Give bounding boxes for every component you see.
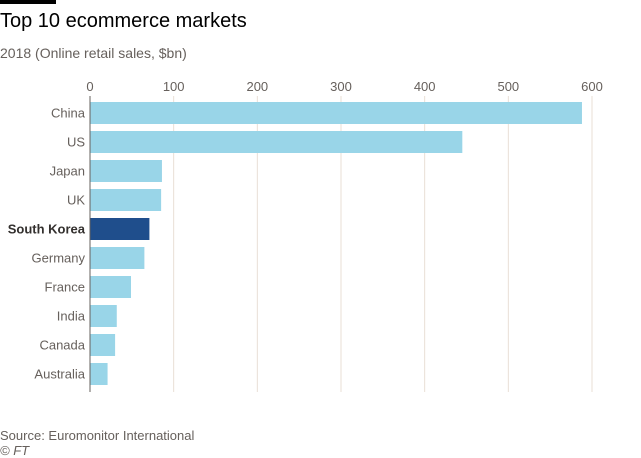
category-label: Japan bbox=[50, 164, 85, 179]
bar-china bbox=[90, 102, 582, 124]
bar-south-korea bbox=[90, 218, 150, 240]
x-tick-label: 0 bbox=[86, 79, 93, 94]
chart-subtitle: 2018 (Online retail sales, $bn) bbox=[0, 45, 187, 61]
x-tick-label: 600 bbox=[581, 79, 603, 94]
x-tick-label: 400 bbox=[414, 79, 436, 94]
bar-germany bbox=[90, 247, 145, 269]
category-label: China bbox=[51, 106, 86, 121]
category-label: US bbox=[67, 135, 85, 150]
bar-chart: 0 100 200 300 400 500 600 China US Japan UK South K… bbox=[8, 79, 603, 392]
chart-title: Top 10 ecommerce markets bbox=[0, 10, 247, 32]
x-tick-label: 200 bbox=[246, 79, 268, 94]
bar-uk bbox=[90, 189, 162, 211]
category-label: India bbox=[57, 309, 86, 324]
ft-credit: © FT bbox=[0, 443, 30, 458]
category-label: Canada bbox=[39, 338, 85, 353]
source-note: Source: Euromonitor International bbox=[0, 428, 195, 443]
bar-india bbox=[90, 305, 117, 327]
category-label: Germany bbox=[32, 251, 86, 266]
bar-canada bbox=[90, 334, 116, 356]
bar-france bbox=[90, 276, 131, 298]
x-tick-label: 100 bbox=[163, 79, 185, 94]
bar-japan bbox=[90, 160, 162, 182]
top-rule bbox=[0, 0, 56, 4]
bar-australia bbox=[90, 363, 108, 385]
x-tick-label: 300 bbox=[330, 79, 352, 94]
category-label: Australia bbox=[34, 367, 85, 382]
category-label: UK bbox=[67, 193, 85, 208]
bar-us bbox=[90, 131, 463, 153]
category-label: France bbox=[45, 280, 85, 295]
x-tick-label: 500 bbox=[497, 79, 519, 94]
category-label: South Korea bbox=[8, 222, 86, 237]
